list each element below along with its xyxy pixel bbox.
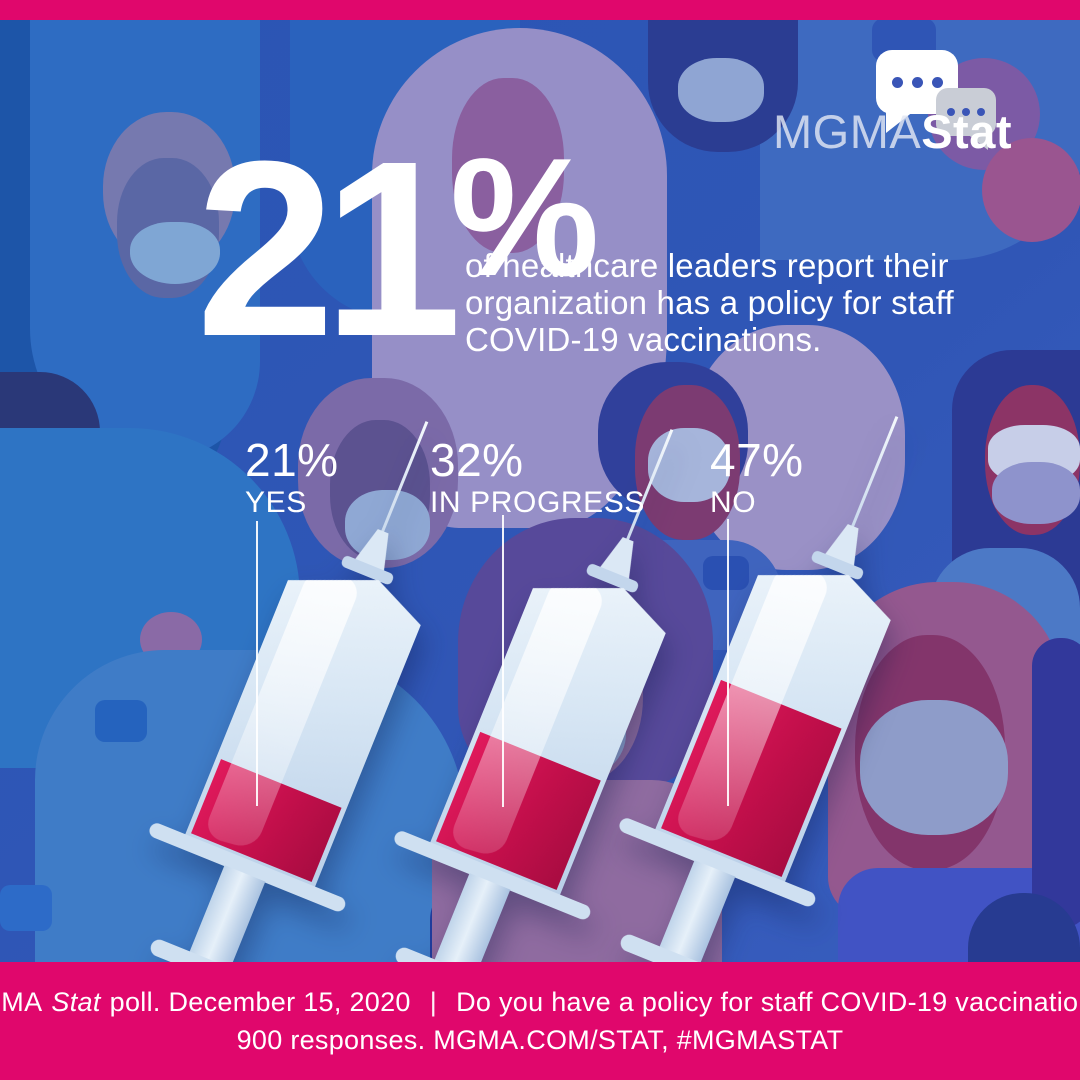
bubble-dot <box>947 108 955 116</box>
poll-category-in-progress: IN PROGRESS <box>430 486 645 519</box>
headline-percent-sign: % <box>450 123 600 311</box>
speech-bubble-small-icon <box>936 88 996 150</box>
headline-value: 21 <box>196 109 462 388</box>
bg-person-center-mask <box>648 428 730 502</box>
bg-lavender-woman-face <box>452 78 564 253</box>
headline-line-2: organization has a policy for staff <box>465 284 954 321</box>
bg-pocket-2 <box>0 885 52 931</box>
bg-dark-curly-right <box>1032 638 1080 928</box>
footer-bar: MGMA Stat poll. December 15, 2020 | Do y… <box>0 962 1080 1080</box>
bg-pill-center <box>703 556 749 590</box>
poll-category-yes: YES <box>245 486 307 519</box>
mgma-stat-logo: MGMA Stat <box>740 108 1012 155</box>
footer-brand: MGMA <box>0 986 43 1017</box>
headline-line-1: of healthcare leaders report their <box>465 247 949 284</box>
bubble-dot <box>977 108 985 116</box>
bubble-dot <box>891 76 903 88</box>
poll-value-no: 47% <box>710 434 804 486</box>
bg-person-midleft2-mask <box>345 490 430 560</box>
footer-brand-stat: Stat <box>51 986 101 1017</box>
headline-line-3: COVID-19 vaccinations. <box>465 321 822 358</box>
bg-mauve-blob-topright <box>982 138 1080 242</box>
needle-icon <box>380 421 429 534</box>
needle-icon <box>850 416 899 529</box>
footer-line-1: MGMA Stat poll. December 15, 2020 | Do y… <box>0 987 1080 1018</box>
bg-person-bottomright-mask <box>860 700 1008 835</box>
bg-person-topleft-mask <box>130 222 220 284</box>
bg-pocket-1 <box>95 700 147 742</box>
leader-line-no <box>727 519 729 806</box>
footer-divider: | <box>429 986 438 1017</box>
footer-line-2: 900 responses. MGMA.COM/STAT, #MGMASTAT <box>237 1025 844 1056</box>
top-accent-bar <box>0 0 1080 20</box>
poll-value-yes: 21% <box>245 434 339 486</box>
headline-copy: of healthcare leaders report their organ… <box>465 247 954 358</box>
leader-line-in-progress <box>502 515 504 807</box>
logo-suffix-text: Stat <box>921 105 1012 158</box>
bubble-dot <box>911 76 923 88</box>
poll-label-yes: 21% YES <box>245 437 339 520</box>
bubble-dot <box>931 76 943 88</box>
logo-brand-text: MGMA <box>772 105 922 158</box>
footer-poll-text: poll. December 15, 2020 <box>109 986 411 1017</box>
bubble-dot <box>962 108 970 116</box>
bg-person-topcenter-mask <box>678 58 764 122</box>
poll-label-in-progress: 32% IN PROGRESS <box>430 437 645 520</box>
leader-line-yes <box>256 521 258 806</box>
footer-question: Do you have a policy for staff COVID-19 … <box>456 986 1080 1017</box>
bg-person-right-mask-chin <box>992 462 1080 524</box>
poll-category-no: NO <box>710 486 757 519</box>
footer-responses: 900 responses. MGMA.COM/STAT, #MGMASTAT <box>236 1024 844 1055</box>
poll-value-in-progress: 32% <box>430 434 524 486</box>
poll-label-no: 47% NO <box>710 437 804 520</box>
